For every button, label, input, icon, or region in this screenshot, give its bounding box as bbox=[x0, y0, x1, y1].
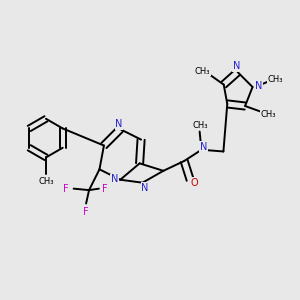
Text: CH₃: CH₃ bbox=[268, 75, 283, 84]
Text: N: N bbox=[255, 81, 263, 91]
Text: N: N bbox=[111, 174, 118, 184]
Text: CH₃: CH₃ bbox=[195, 67, 210, 76]
Text: F: F bbox=[63, 184, 69, 194]
Text: N: N bbox=[141, 183, 148, 193]
Text: N: N bbox=[115, 119, 122, 129]
Text: F: F bbox=[83, 206, 89, 217]
Text: N: N bbox=[232, 61, 240, 71]
Text: CH₃: CH₃ bbox=[193, 121, 208, 130]
Text: N: N bbox=[200, 142, 207, 152]
Text: F: F bbox=[102, 184, 108, 194]
Text: O: O bbox=[191, 178, 198, 188]
Text: CH₃: CH₃ bbox=[260, 110, 276, 119]
Text: CH₃: CH₃ bbox=[38, 177, 54, 186]
